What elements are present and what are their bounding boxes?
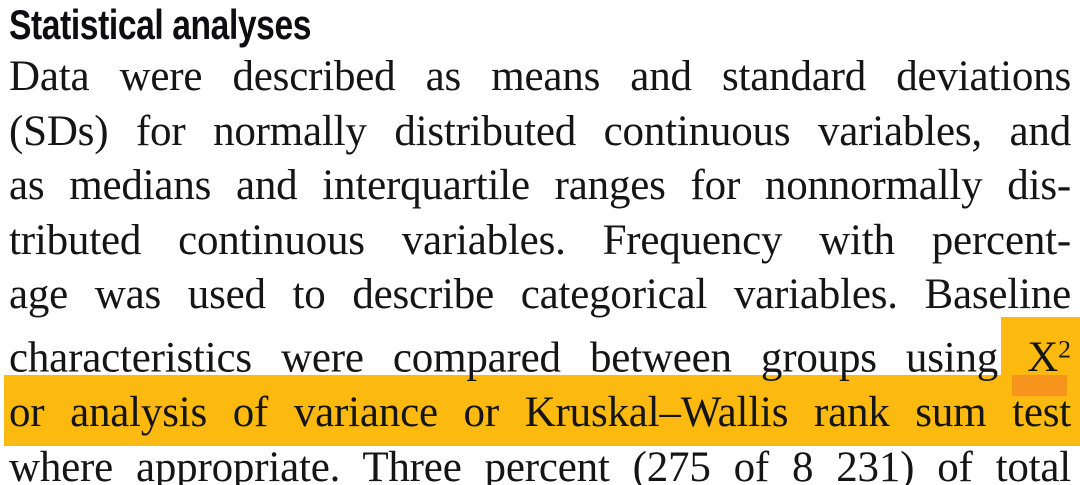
text-line: age was used to describe categorical var…	[9, 271, 1071, 319]
highlight-overlap-mark	[1012, 375, 1067, 396]
text-line: where appropriate. Three percent (275 of…	[9, 443, 1071, 485]
section-title-text: Statistical analyses	[9, 1, 312, 48]
text-line-fragment: characteristics were compared between gr…	[9, 334, 999, 382]
highlight-line-mark	[4, 375, 1080, 446]
text-line: as medians and interquartile ranges for …	[9, 162, 1071, 210]
text-line-highlighted: or analysis of variance or Kruskal–Walli…	[9, 388, 1071, 436]
text-line: (SDs) for normally distributed continuou…	[9, 107, 1071, 155]
section-title: Statistical analyses	[9, 0, 1071, 50]
text-line: characteristics were compared between gr…	[9, 323, 1071, 386]
chi-squared-exponent: 2	[1058, 334, 1071, 364]
chi-squared-term: X2	[1027, 334, 1071, 381]
text-line: Data were described as means and standar…	[9, 53, 1071, 100]
highlight-x2-mark	[1001, 317, 1080, 375]
text-line: tributed continuous variables. Frequency…	[9, 216, 1071, 264]
chi-squared-base: X	[1027, 334, 1059, 382]
